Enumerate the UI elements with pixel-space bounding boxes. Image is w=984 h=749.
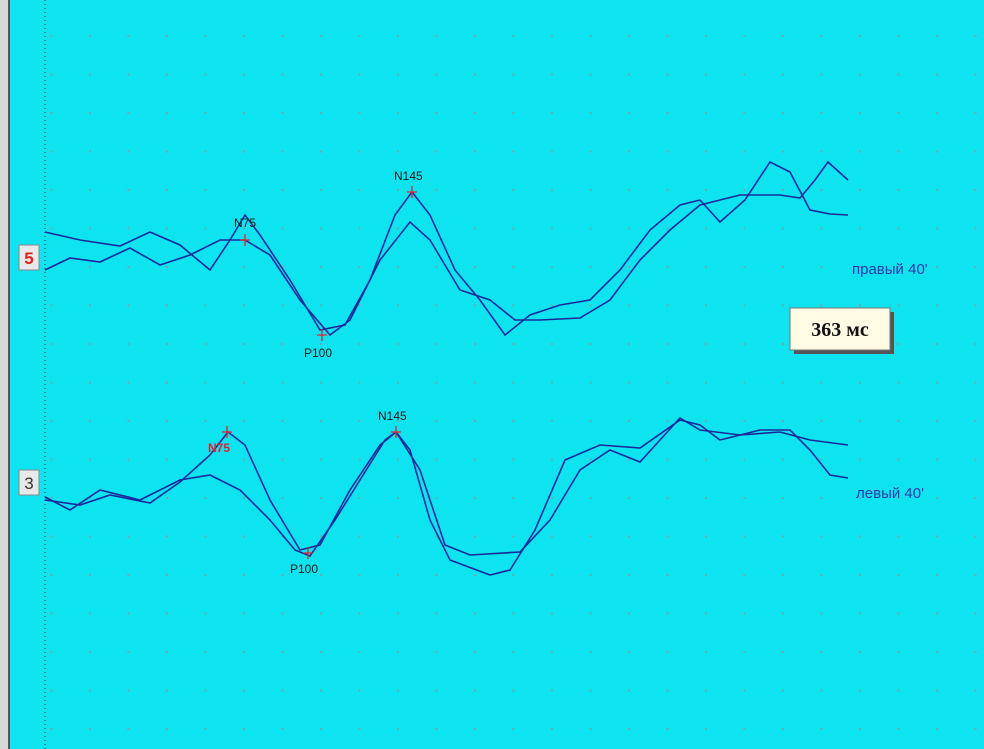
channel-box[interactable] <box>18 469 40 496</box>
trace <box>44 419 849 576</box>
channel-box[interactable] <box>18 244 40 271</box>
peak-label: P100 <box>304 346 332 360</box>
peak-markers <box>222 186 417 559</box>
channel-number[interactable]: 5 <box>24 249 33 268</box>
trace <box>44 416 849 556</box>
cursor-readout: 363 мс <box>811 319 869 341</box>
peak-label: N75 <box>234 216 256 230</box>
peak-label: N145 <box>378 409 407 423</box>
peak-label: P100 <box>290 562 318 576</box>
channel-label: левый 40' <box>856 485 924 502</box>
readout-box <box>789 307 891 351</box>
peak-label: N75 <box>208 441 230 455</box>
dot-grid <box>50 0 984 749</box>
peak-label: N145 <box>394 169 423 183</box>
channel-label: правый 40' <box>852 261 928 278</box>
trace <box>44 160 849 337</box>
trace <box>44 160 849 337</box>
channel-number[interactable]: 3 <box>24 474 33 493</box>
